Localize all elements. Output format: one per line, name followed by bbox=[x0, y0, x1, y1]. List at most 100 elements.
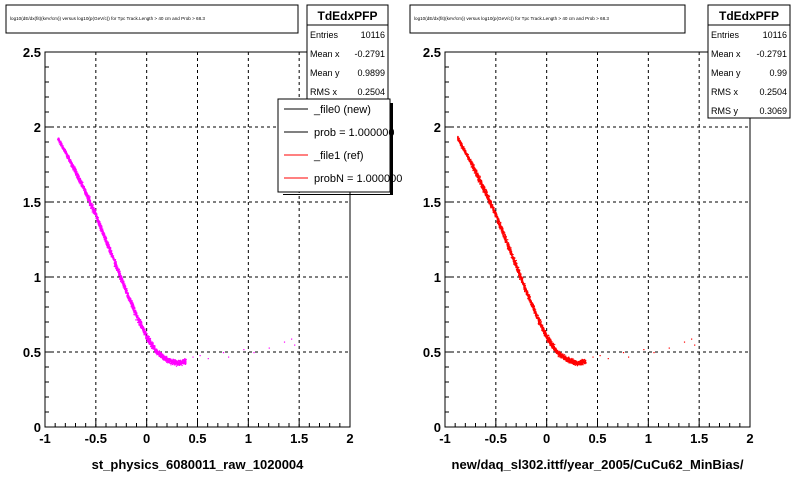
data-point bbox=[489, 201, 491, 203]
data-point bbox=[134, 309, 136, 312]
data-point bbox=[550, 345, 552, 347]
data-point bbox=[493, 207, 495, 209]
data-point bbox=[147, 341, 150, 343]
data-point bbox=[101, 228, 103, 230]
data-point bbox=[153, 346, 156, 348]
data-point bbox=[159, 353, 161, 356]
data-point bbox=[481, 186, 483, 188]
data-point bbox=[60, 144, 62, 147]
data-point bbox=[552, 347, 554, 349]
data-point bbox=[528, 300, 530, 302]
data-point bbox=[150, 343, 152, 345]
data-point bbox=[147, 339, 149, 342]
y-tick-label: 0 bbox=[434, 420, 441, 435]
data-point bbox=[538, 318, 541, 320]
data-point bbox=[513, 258, 515, 260]
data-point bbox=[185, 360, 187, 362]
data-point bbox=[134, 310, 136, 312]
data-point bbox=[127, 293, 129, 295]
data-point bbox=[557, 356, 559, 358]
data-point bbox=[492, 211, 494, 213]
data-point bbox=[100, 223, 102, 225]
chart-title: log10(dE/dx(fit)(keV/cm)) versus log10(p… bbox=[10, 16, 205, 21]
data-point bbox=[107, 245, 109, 247]
data-point bbox=[576, 365, 578, 367]
data-point bbox=[150, 344, 152, 346]
data-point bbox=[173, 364, 175, 366]
data-point bbox=[171, 360, 173, 362]
x-tick-label: 0 bbox=[543, 431, 550, 446]
data-point bbox=[116, 268, 118, 270]
data-point bbox=[130, 299, 132, 301]
data-point bbox=[80, 181, 82, 183]
data-point bbox=[464, 153, 466, 155]
data-point bbox=[151, 347, 153, 349]
data-point bbox=[70, 160, 72, 162]
data-point bbox=[99, 224, 101, 226]
data-point bbox=[547, 342, 549, 344]
data-point bbox=[178, 359, 180, 361]
data-point bbox=[138, 321, 140, 323]
data-point bbox=[151, 342, 153, 344]
data-point bbox=[158, 354, 160, 356]
data-point bbox=[118, 268, 120, 271]
data-point bbox=[132, 305, 134, 307]
data-point bbox=[93, 207, 95, 209]
data-point bbox=[133, 308, 135, 310]
data-point bbox=[98, 221, 100, 223]
data-point bbox=[66, 157, 68, 159]
stats-value: 10116 bbox=[361, 30, 385, 40]
data-point bbox=[140, 322, 142, 324]
data-point bbox=[150, 346, 152, 348]
data-point bbox=[525, 287, 527, 289]
data-point bbox=[84, 194, 86, 196]
data-point bbox=[522, 277, 524, 279]
data-point bbox=[68, 160, 70, 162]
data-point bbox=[91, 204, 93, 206]
data-point bbox=[517, 269, 519, 271]
data-point bbox=[74, 168, 76, 170]
data-point bbox=[497, 220, 500, 222]
y-tick-label: 0.5 bbox=[423, 345, 441, 360]
data-point bbox=[462, 149, 464, 151]
data-point bbox=[71, 163, 73, 165]
data-point bbox=[513, 261, 515, 263]
y-tick-label: 2 bbox=[434, 120, 441, 135]
x-tick-label: 2 bbox=[346, 431, 353, 446]
data-point bbox=[122, 286, 124, 288]
data-point bbox=[79, 178, 81, 180]
data-point bbox=[95, 214, 97, 217]
data-point bbox=[585, 359, 587, 361]
scatter-series bbox=[457, 135, 696, 367]
data-point bbox=[294, 344, 296, 346]
x-tick-label: 0 bbox=[143, 431, 150, 446]
data-point bbox=[136, 318, 139, 320]
data-point bbox=[167, 359, 170, 361]
data-point bbox=[505, 240, 507, 242]
data-point bbox=[143, 328, 145, 330]
data-point bbox=[106, 242, 109, 244]
stats-label: Mean x bbox=[310, 49, 340, 59]
data-point bbox=[93, 209, 95, 211]
data-point bbox=[126, 292, 128, 294]
data-point bbox=[85, 194, 87, 196]
data-point bbox=[524, 283, 526, 285]
data-point bbox=[89, 197, 91, 200]
data-point bbox=[133, 310, 135, 312]
data-point bbox=[162, 358, 164, 361]
data-point bbox=[539, 319, 541, 321]
data-point bbox=[96, 213, 98, 215]
data-point bbox=[131, 303, 133, 305]
data-point bbox=[579, 361, 581, 364]
data-point bbox=[144, 332, 146, 334]
data-point bbox=[543, 333, 545, 335]
data-point bbox=[175, 362, 177, 364]
data-point bbox=[155, 349, 157, 351]
data-point bbox=[73, 170, 75, 172]
data-point bbox=[152, 345, 154, 347]
data-point bbox=[512, 260, 514, 262]
data-point bbox=[90, 204, 92, 206]
data-point bbox=[519, 277, 521, 279]
data-point bbox=[145, 332, 147, 334]
data-point bbox=[469, 159, 471, 161]
